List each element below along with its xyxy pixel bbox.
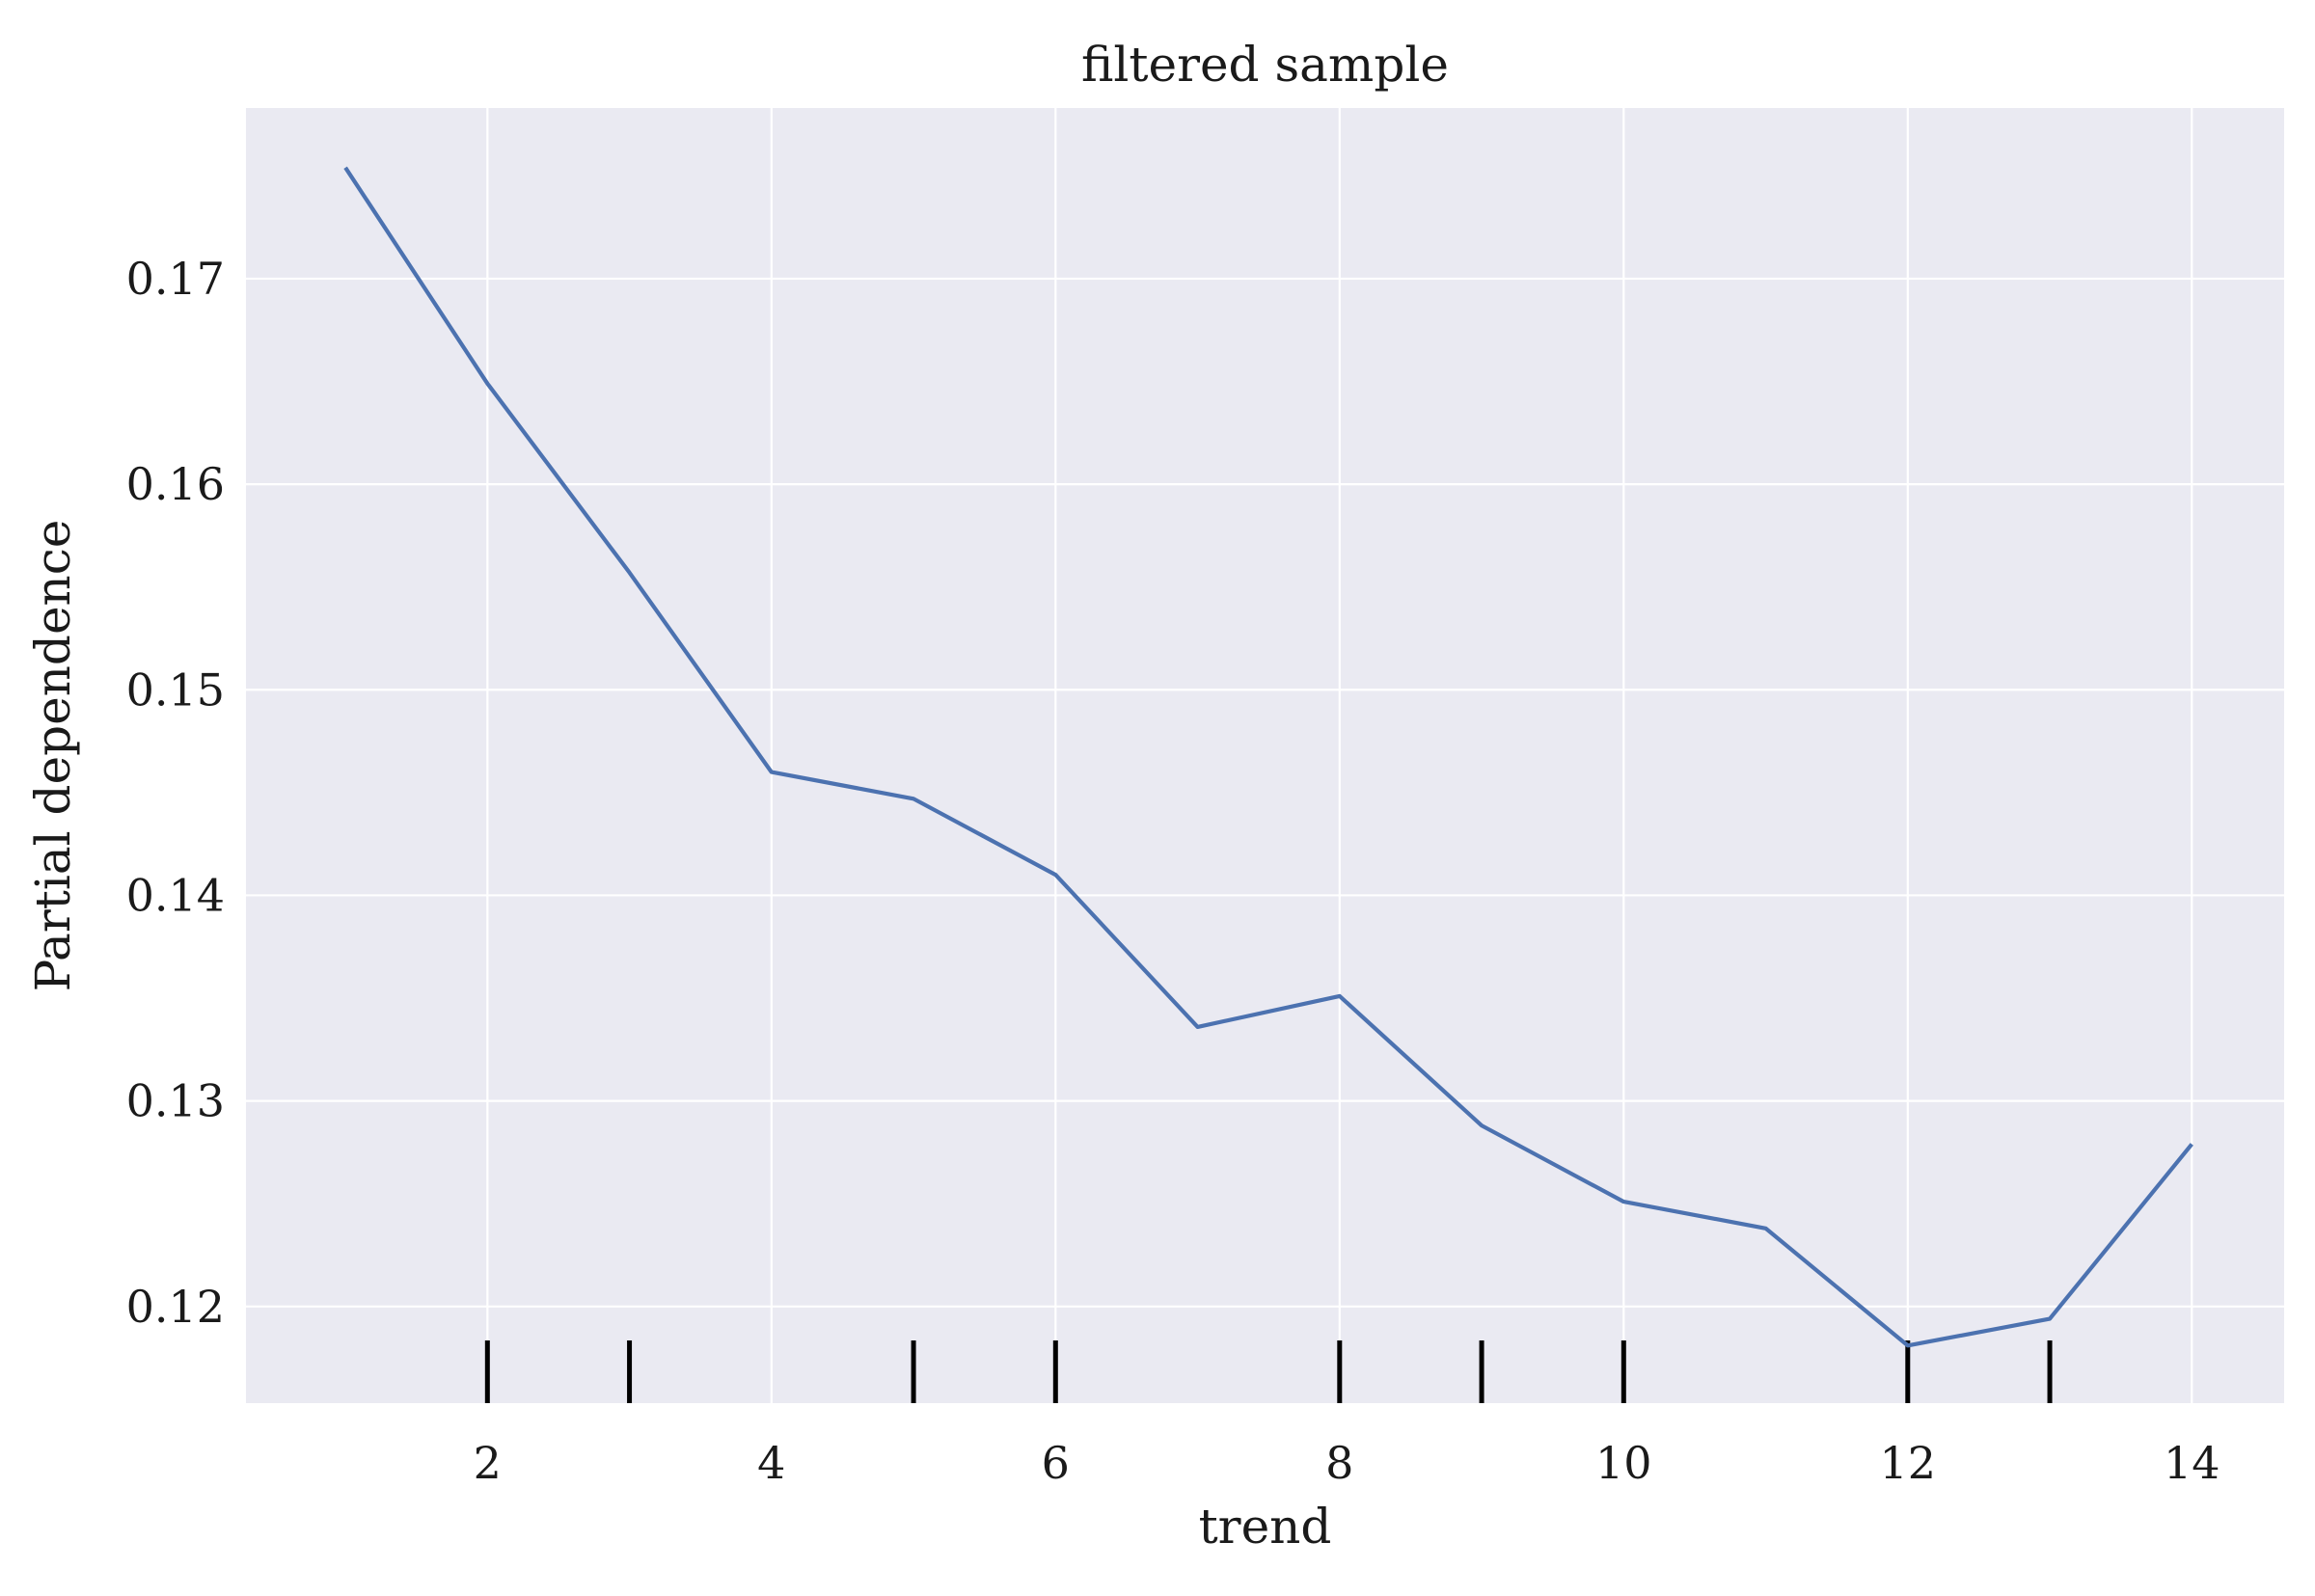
x-tick-label: 10 (1595, 1437, 1652, 1489)
x-axis-ticks: 2 4 6 8 10 12 14 (474, 1437, 2220, 1489)
x-tick-label: 14 (2164, 1437, 2220, 1489)
x-axis-label: trend (1199, 1499, 1332, 1555)
y-tick-label: 0.16 (126, 458, 225, 510)
chart-title: filtered sample (1081, 37, 1449, 93)
x-tick-label: 6 (1042, 1437, 1070, 1489)
y-axis-label: Partial dependence (25, 520, 81, 992)
plot-area (246, 108, 2284, 1403)
y-tick-label: 0.13 (126, 1075, 225, 1127)
y-axis-ticks: 0.12 0.13 0.14 0.15 0.16 0.17 (126, 253, 225, 1333)
x-tick-label: 8 (1325, 1437, 1353, 1489)
partial-dependence-line (343, 166, 2193, 1348)
y-tick-label: 0.12 (126, 1281, 225, 1333)
y-tick-label: 0.17 (126, 253, 225, 305)
x-tick-label: 4 (757, 1437, 785, 1489)
x-tick-label: 12 (1880, 1437, 1937, 1489)
y-tick-label: 0.14 (126, 869, 225, 921)
x-tick-label: 2 (474, 1437, 502, 1489)
y-tick-label: 0.15 (126, 663, 225, 716)
grid-lines (246, 108, 2284, 1403)
decile-rug (484, 1340, 2053, 1403)
